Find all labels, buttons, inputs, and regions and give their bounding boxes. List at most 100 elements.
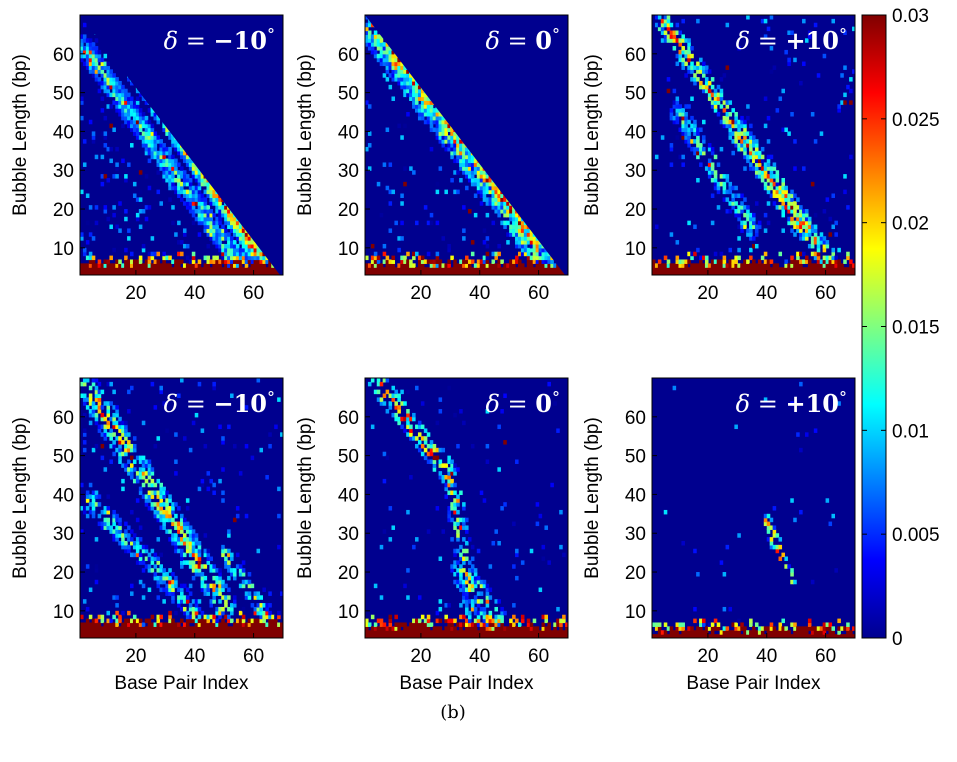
heatmap-cell — [188, 201, 193, 206]
x-tick-label: 40 — [756, 646, 777, 667]
heatmap-cell — [209, 209, 213, 214]
heatmap-cell — [94, 490, 99, 496]
heatmap-cell — [725, 630, 730, 635]
heatmap-cell — [482, 618, 487, 624]
heatmap-cell — [212, 614, 216, 620]
heatmap-cell — [194, 201, 199, 206]
heatmap-cell — [412, 92, 416, 98]
colorbar-tick-label: 0 — [892, 629, 903, 650]
heatmap-cell — [180, 587, 184, 593]
heatmap-cell — [259, 271, 264, 275]
heatmap-cell — [197, 614, 202, 620]
heatmap-cell — [141, 263, 146, 268]
heatmap-cell — [171, 154, 175, 160]
heatmap-cell — [752, 267, 756, 272]
heatmap-cell — [124, 540, 128, 546]
heatmap-cell — [112, 432, 116, 437]
heatmap-cell — [162, 170, 166, 175]
heatmap-cell — [526, 630, 531, 635]
heatmap-cell — [253, 251, 258, 257]
heatmap-cell — [467, 537, 472, 542]
heatmap-cell — [171, 170, 175, 175]
heatmap-cell — [743, 127, 747, 133]
heatmap-cell — [112, 88, 116, 94]
heatmap-cell — [138, 224, 143, 230]
heatmap-cell — [415, 626, 419, 631]
heatmap-cell — [85, 397, 90, 402]
heatmap-cell — [215, 220, 219, 226]
heatmap-cell — [802, 634, 806, 638]
heatmap-cell — [180, 552, 184, 558]
y-tick-label: 10 — [338, 239, 359, 260]
heatmap-cell — [754, 263, 759, 268]
heatmap-cell — [367, 381, 372, 387]
heatmap-cell — [426, 115, 431, 121]
heatmap-cell — [206, 583, 211, 589]
heatmap-cell — [409, 428, 413, 433]
heatmap-cell — [124, 544, 128, 550]
heatmap-cell — [394, 389, 398, 395]
x-tick-label: 40 — [184, 283, 205, 304]
heatmap-cell — [663, 509, 668, 515]
heatmap-cell — [678, 154, 683, 160]
heatmap-cell — [130, 455, 134, 461]
heatmap-cell — [415, 92, 419, 98]
heatmap-cell — [121, 267, 125, 272]
heatmap-cell — [444, 618, 448, 624]
heatmap-cell — [141, 247, 146, 253]
heatmap-cell — [115, 622, 119, 627]
heatmap-cell — [790, 205, 794, 210]
heatmap-cell — [150, 263, 155, 268]
heatmap-cell — [760, 166, 765, 171]
heatmap-cell — [153, 626, 158, 631]
heatmap-cell — [379, 267, 384, 272]
heatmap-cell — [456, 634, 460, 638]
heatmap-cell — [406, 263, 410, 268]
panel-frame — [651, 14, 856, 276]
heatmap-cell — [127, 236, 131, 241]
heatmap-cell — [417, 96, 422, 101]
heatmap-cell — [520, 224, 525, 230]
heatmap-cell — [106, 525, 111, 530]
heatmap-cell — [473, 177, 478, 183]
heatmap-cell — [432, 634, 437, 638]
heatmap-cell — [156, 170, 161, 175]
heatmap-cell — [156, 579, 161, 585]
heatmap-cell — [150, 108, 155, 113]
heatmap-cell — [734, 622, 738, 627]
heatmap-cell — [141, 123, 146, 129]
heatmap-cell — [162, 143, 166, 148]
heatmap-cell — [728, 135, 733, 140]
heatmap-cell — [538, 267, 543, 272]
heatmap-cell — [415, 443, 419, 449]
heatmap-cell — [141, 548, 146, 554]
heatmap-cell — [191, 209, 196, 214]
heatmap-cell — [138, 537, 143, 542]
heatmap-cell — [760, 146, 765, 152]
heatmap-cell — [523, 271, 528, 275]
heatmap-cell — [91, 634, 96, 638]
heatmap-cell — [259, 267, 264, 272]
heatmap-area — [652, 378, 855, 638]
heatmap-cell — [666, 259, 671, 264]
heatmap-cell — [103, 174, 108, 179]
heatmap-cell — [743, 271, 747, 275]
heatmap-cell — [515, 224, 519, 230]
heatmap-cell — [171, 630, 175, 635]
heatmap-cell — [790, 498, 794, 503]
heatmap-cell — [485, 251, 490, 257]
heatmap-cell — [429, 271, 434, 275]
heatmap-cell — [100, 154, 105, 160]
heatmap-cell — [168, 181, 172, 187]
heatmap-cell — [406, 88, 410, 94]
heatmap-cell — [470, 634, 475, 638]
heatmap-cell — [687, 46, 691, 51]
heatmap-cell — [787, 271, 791, 275]
heatmap-cell — [681, 46, 685, 51]
heatmap-cell — [221, 232, 225, 237]
heatmap-cell — [810, 112, 815, 117]
heatmap-cell — [97, 502, 102, 507]
heatmap-cell — [185, 201, 190, 206]
heatmap-cell — [465, 170, 469, 175]
heatmap-cell — [82, 432, 87, 437]
